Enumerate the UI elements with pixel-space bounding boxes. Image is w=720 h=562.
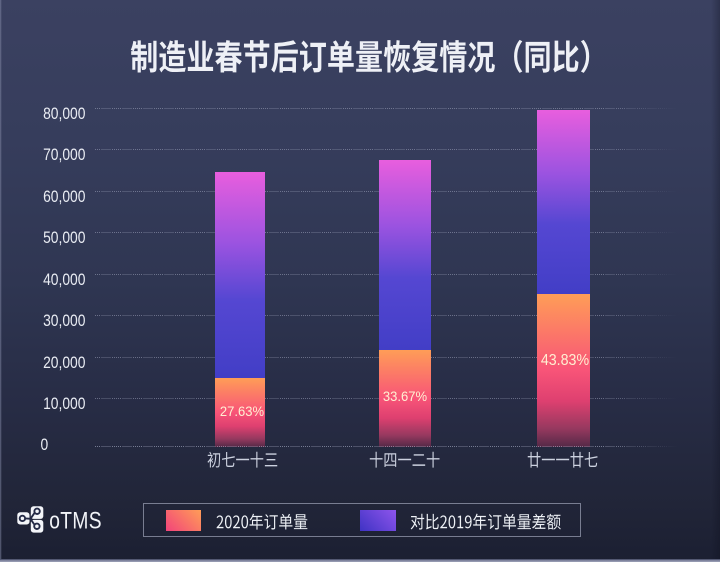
svg-text:oTMS: oTMS <box>49 507 102 535</box>
